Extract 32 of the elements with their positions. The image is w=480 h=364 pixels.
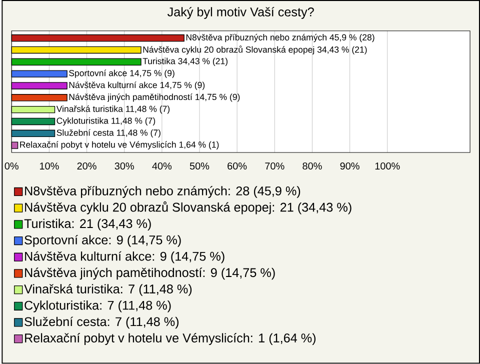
data-label: Relaxační pobyt v hotelu ve Vémyslicích 1,64 % (1) xyxy=(20,141,219,150)
legend-label: Služební cesta: 7 (11,48 %) xyxy=(24,316,179,329)
legend-label: Relaxační pobyt v hotelu ve Vémyslicích: 1 (1,64 %) xyxy=(25,333,316,346)
legend-label: Návštěva cyklu 20 obrazů Slovanská epopej: 21 (34,43 %) xyxy=(25,202,352,214)
data-label: Cykloturistika 11,48 % (7) xyxy=(56,118,156,126)
data-label: N8vštěva příbuzných nebo známých 45,9 % (28) xyxy=(186,34,374,42)
x-tick-label: 90% xyxy=(340,162,360,170)
legend-label: Turistika: 21 (34,43 %) xyxy=(24,218,151,231)
data-label: Turistika 34,43 % (21) xyxy=(142,58,228,66)
x-tick-label: 40% xyxy=(152,162,172,170)
chart-title: Jaký byl motiv Vaší cesty? xyxy=(167,7,314,20)
x-tick-label: 0% xyxy=(4,162,18,170)
data-label: Návštěva kulturní akce 14,75 % (9) xyxy=(69,82,205,90)
legend-label: Návštěva kulturní akce: 9 (14,75 %) xyxy=(25,251,224,264)
x-tick-label: 60% xyxy=(228,162,247,170)
legend-label: N8vštěva příbuzných nebo známých: 28 (45,9 %) xyxy=(25,186,300,198)
x-tick-label: 80% xyxy=(302,162,322,170)
x-tick-label: 30% xyxy=(114,162,134,170)
x-tick-label: 70% xyxy=(265,162,284,170)
legend-label: Sportovní akce: 9 (14,75 %) xyxy=(24,235,181,248)
x-tick-label: 100% xyxy=(375,162,400,170)
data-label: Vinařská turistika 11,48 % (7) xyxy=(56,106,170,114)
data-label: Sportovní akce 14,75 % (9) xyxy=(69,70,174,78)
data-label: Služební cesta 11,48 % (7) xyxy=(56,129,160,138)
legend-label: Vinařská turistika: 7 (11,48 %) xyxy=(24,284,192,296)
data-label: Návštěva jiných pamětihodností 14,75 % (9) xyxy=(69,94,240,102)
x-tick-label: 20% xyxy=(77,162,96,170)
legend-label: Cykloturistika: 7 (11,48 %) xyxy=(24,300,171,312)
data-label: Návštěva cyklu 20 obrazů Slovanská epopej 34,43 % (21) xyxy=(143,46,367,55)
legend-label: Návštěva jiných pamětihodností: 9 (14,75 %) xyxy=(25,268,275,280)
x-tick-label: 10% xyxy=(40,162,59,170)
x-tick-label: 50% xyxy=(190,162,210,170)
